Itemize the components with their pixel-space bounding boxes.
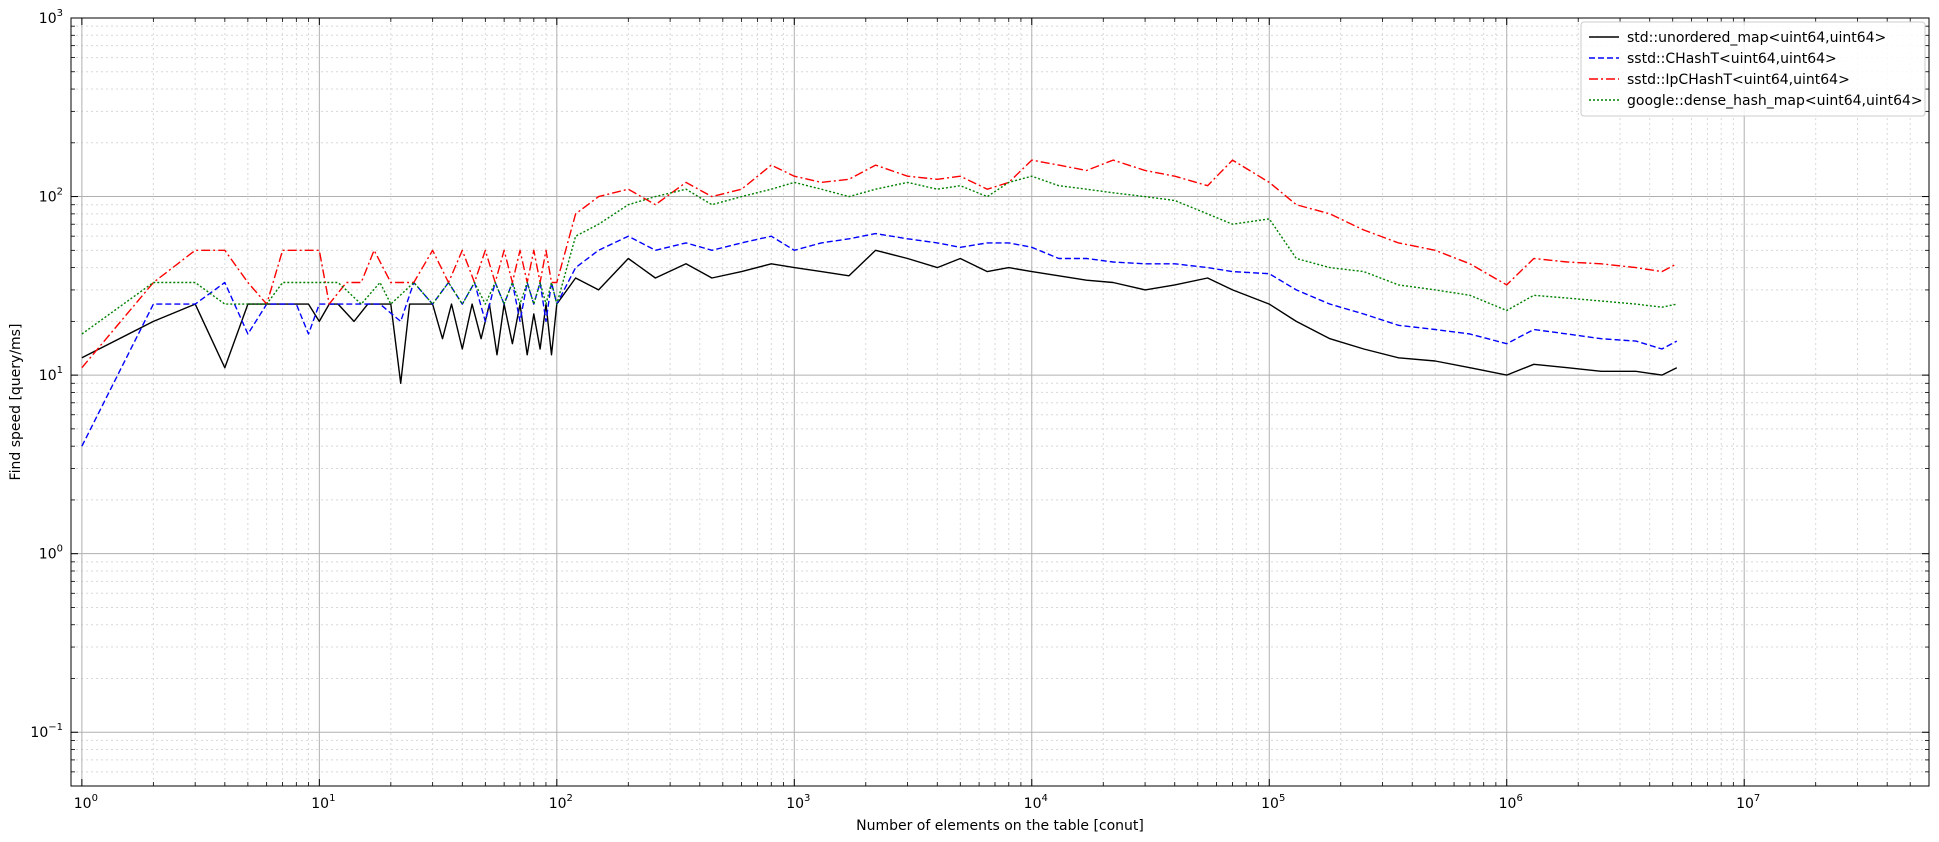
legend: std::unordered_map<uint64,uint64>sstd::C… (1580, 21, 1926, 117)
x-tick-label: 107 (1736, 793, 1760, 812)
x-tick-label: 100 (74, 793, 98, 812)
legend-label: sstd::CHashT<uint64,uint64> (1627, 51, 1837, 67)
y-tick-label: 102 (39, 187, 63, 206)
x-tick-label: 106 (1499, 793, 1523, 812)
y-axis-ticks: 10−1 100 101 102 103 (30, 8, 1929, 787)
minor-grid (70, 18, 1930, 787)
x-tick-label: 103 (786, 793, 810, 812)
y-tick-label: 10−1 (30, 722, 63, 741)
series-layer (81, 159, 1678, 447)
series-line (81, 232, 1678, 447)
legend-label: google::dense_hash_map<uint64,uint64> (1627, 93, 1923, 109)
y-tick-label: 101 (39, 365, 63, 384)
legend-label: sstd::IpCHashT<uint64,uint64> (1627, 72, 1850, 88)
series-line (81, 175, 1677, 335)
plot-frame (70, 17, 1930, 787)
series-line (81, 159, 1678, 369)
x-tick-label: 101 (311, 793, 335, 812)
legend-label: std::unordered_map<uint64,uint64> (1627, 30, 1886, 46)
y-axis-title: Find speed [query/ms] (8, 324, 24, 481)
y-tick-label: 103 (39, 8, 63, 27)
x-tick-label: 104 (1024, 793, 1048, 812)
x-tick-label: 105 (1261, 793, 1285, 812)
x-axis-ticks: 100 101 102 103 104 105 106 107 (70, 18, 1930, 812)
y-tick-label: 100 (39, 544, 63, 563)
series-line (81, 249, 1678, 384)
x-tick-label: 102 (549, 793, 573, 812)
legend-frame (1580, 21, 1926, 117)
x-axis-title: Number of elements on the table [conut] (856, 818, 1144, 834)
